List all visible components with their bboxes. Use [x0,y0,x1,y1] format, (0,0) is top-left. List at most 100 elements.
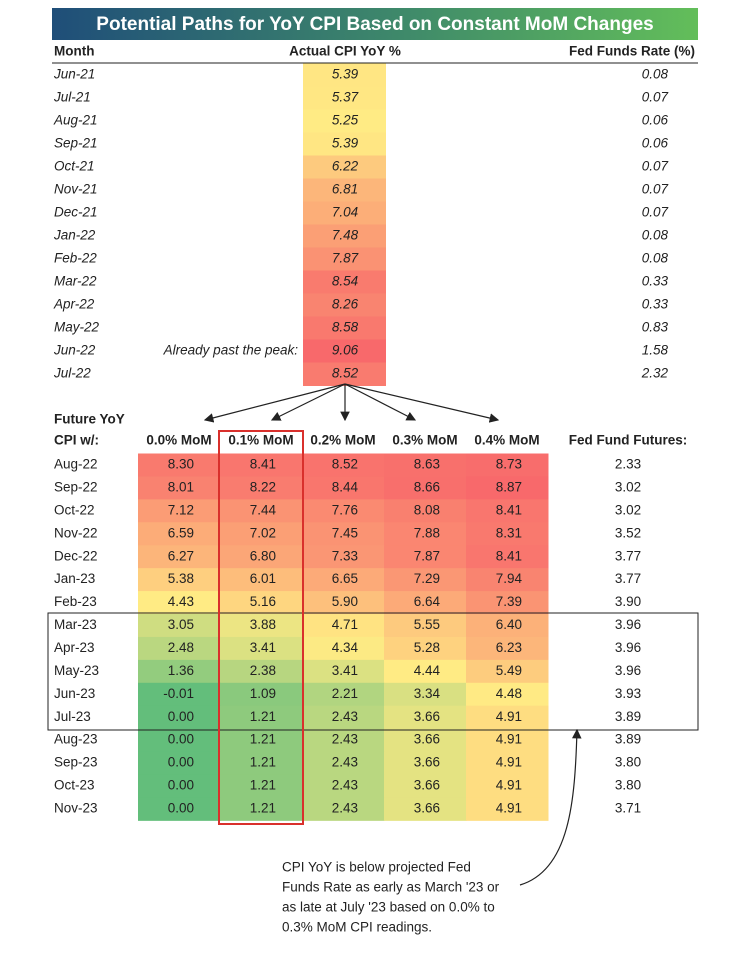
cpi-path-value: 3.41 [332,663,358,678]
heat-cell [466,636,549,661]
cpi-path-value: 7.33 [332,548,358,563]
heat-cell [220,614,303,638]
annotation: CPI YoY is below projected Fed [282,860,471,875]
note: Already past the peak: [163,343,299,358]
heat-cell [220,751,303,775]
heat-cell [220,728,303,753]
title: Potential Paths for YoY CPI Based on Con… [96,14,653,35]
annotation: Funds Rate as early as March '23 or [282,880,500,895]
heat-cell [303,201,386,225]
month: Aug-22 [54,457,98,472]
heat-cell [466,797,549,821]
cpi-path-value: 6.01 [250,571,276,586]
heat-cell [384,774,467,798]
cpi-value: 8.54 [332,274,358,289]
cpi-path-value: 8.66 [414,479,440,494]
fed-futures: 3.80 [615,755,641,770]
heat-cell [302,591,385,615]
heat-cell [138,591,221,615]
fed-futures: 3.80 [615,778,641,793]
highlight-box [47,612,699,731]
fed-rate: 0.07 [642,90,669,105]
heat-cell [384,659,467,684]
heat-cell [302,568,385,592]
month: Mar-22 [54,274,97,289]
cpi-path-value: 6.27 [168,548,194,563]
heat-cell [220,499,303,523]
cpi-path-value: 8.08 [414,502,440,517]
heat-cell [384,591,467,615]
heat-cell [302,636,385,661]
cpi-value: 5.37 [332,90,359,105]
cpi-path-value: 4.44 [414,663,441,678]
highlight-column [218,430,304,825]
cpi-path-value: 8.01 [168,479,194,494]
cpi-path-value: 3.66 [414,801,440,816]
cpi-value: 6.81 [332,182,358,197]
heat-cell [303,316,386,340]
fed-futures: 3.93 [615,686,641,701]
cpi-path-value: 8.73 [496,457,522,472]
heat-cell [303,339,386,363]
fed-futures: 3.52 [615,525,641,540]
title-bar [52,8,698,40]
cpi-path-value: 8.31 [496,525,522,540]
month: Oct-22 [54,502,95,517]
cpi-path-value: 4.91 [496,755,522,770]
arrows [203,383,582,886]
heat-cell [466,728,549,753]
heat-cell [220,591,303,615]
cpi-path-value: 5.55 [414,617,440,632]
month: Apr-22 [53,297,95,312]
cpi-path-value: 4.43 [168,594,194,609]
cpi-value: 9.06 [332,343,359,358]
heat-cell [303,109,386,133]
cpi-path-value: 8.63 [414,457,440,472]
cpi-path-value: 5.28 [414,640,440,655]
month: Aug-21 [53,113,98,128]
content: Month Actual CPI YoY % Fed Funds Rate (%) J… [53,44,695,935]
cpi-path-value: 2.43 [332,801,358,816]
heat-cell [302,728,385,753]
heat-cell [302,499,385,523]
annotation: as late at July '23 based on 0.0% to [282,900,495,915]
column-header: Month [54,44,94,59]
heat-cell [138,774,221,798]
cpi-path-value: 2.48 [168,640,194,655]
month: Sep-23 [54,755,98,770]
heat-cell [138,797,221,821]
heat-cell [302,705,385,730]
heat-cell [466,682,549,707]
cpi-value: 6.22 [332,159,359,174]
cpi-path-value: 3.05 [168,617,194,632]
heat-cell [220,774,303,798]
heat-cell [303,247,386,271]
month: Dec-21 [54,205,98,220]
cpi-path-value: 1.21 [250,801,276,816]
column-header: Actual CPI YoY % [289,44,401,59]
heat-cell [302,659,385,684]
month: Jun-23 [54,686,95,701]
cpi-path-value: 7.29 [414,571,440,586]
fed-futures: 2.33 [615,457,641,472]
month: Jul-21 [53,90,91,105]
month: Feb-23 [54,594,97,609]
month: Nov-22 [54,525,98,540]
month: Oct-21 [54,159,95,174]
heat-cell [303,132,386,156]
cpi-path-value: 3.88 [250,617,276,632]
heat-cell [138,751,221,775]
cpi-path-value: 8.30 [168,457,194,472]
fed-rate: 0.33 [642,274,669,289]
heat-cell [466,659,549,684]
heat-cell [466,545,549,569]
cpi-path-value: 5.38 [168,571,194,586]
fed-rate: 0.83 [642,320,669,335]
month: Aug-23 [54,732,98,747]
heat-cell [466,499,549,523]
heat-cell [302,476,385,500]
column-header: 0.1% MoM [228,433,293,448]
cpi-path-value: 7.44 [250,502,277,517]
heat-cell [220,476,303,500]
heat-cell [303,63,386,87]
